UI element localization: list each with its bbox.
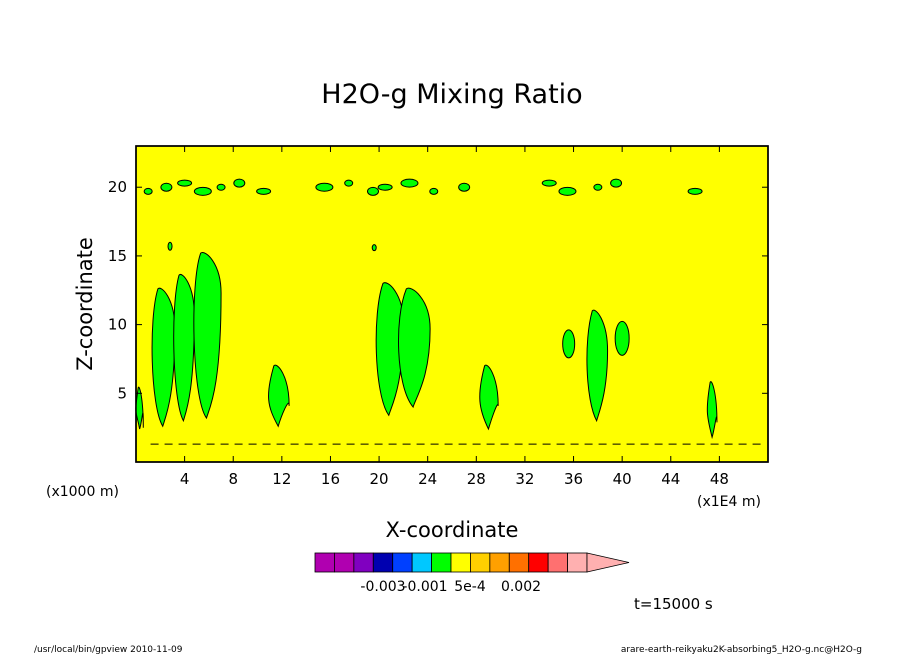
anomaly-blob [367,186,379,196]
x-tick-label: 20 [370,470,389,488]
anomaly-blob [216,183,226,191]
x-tick-label: 32 [515,470,534,488]
anomaly-blob [160,182,173,192]
anomaly-plume [193,252,222,420]
anomaly-blob [143,187,153,195]
x-unit-left: (x1000 m) [46,484,119,500]
colorbar-segment [489,552,510,573]
anomaly-plume [268,364,290,428]
x-tick-label: 40 [613,470,632,488]
x-tick-label: 8 [228,470,238,488]
colorbar-segment [450,552,471,573]
y-tick-label: 10 [108,316,127,334]
colorbar-segment [334,552,355,573]
chart-title: H2O-g Mixing Ratio [321,79,582,110]
x-axis: 4 8 12 16 20 24 28 32 36 40 44 48 [180,146,729,488]
x-unit-right: (x1E4 m) [697,494,761,510]
colorbar-segment [470,552,491,573]
colorbar-tick-label: -0.001 [402,579,447,595]
x-tick-label: 24 [418,470,437,488]
anomaly-blob [371,244,377,252]
anomaly-plume [375,282,404,417]
anomaly-blob [558,186,577,196]
footer-left: /usr/local/bin/gpview 2010-11-09 [34,645,183,654]
colorbar-arrow [586,552,630,573]
colorbar-segment [353,552,374,573]
x-axis-label: X-coordinate [386,518,519,542]
y-tick-label: 20 [108,178,127,196]
anomaly-blob [315,182,334,192]
colorbar-segment [411,552,432,573]
y-tick-label: 5 [117,384,127,402]
colorbar-segment [547,552,568,573]
anomaly-blob [562,329,576,359]
plot-area [135,145,769,463]
anomaly-blob [593,183,603,191]
x-tick-label: 28 [467,470,486,488]
anomaly-blob [167,241,173,251]
anomaly-plume [151,287,176,428]
anomaly-blob [614,320,630,356]
time-label: t=15000 s [634,595,713,613]
x-tick-label: 4 [180,470,190,488]
anomaly-blob [256,187,272,195]
anomaly-plume [397,287,431,409]
plot-frame [135,145,769,463]
anomaly-plume [586,309,609,423]
colorbar-tick-label: 0.002 [501,579,541,595]
y-axis-label: Z-coordinate [73,237,97,371]
x-tick-label: 44 [661,470,680,488]
anomaly-blob [541,179,557,187]
anomaly-plume [479,364,499,431]
colorbar-segment [392,552,413,573]
plot-background [135,145,769,463]
anomaly-blob [400,178,419,188]
colorbar-tick-label: -0.003 [360,579,405,595]
colorbar-segment [528,552,549,573]
footer-right: arare-earth-reikyaku2K-absorbing5_H2O-g.… [621,645,862,654]
anomaly-plume [706,381,718,440]
y-tick-label: 15 [108,247,127,265]
colorbar-segment [567,552,588,573]
anomaly-blob [344,179,354,187]
anomaly-blob [177,179,193,187]
colorbar-segment [372,552,394,573]
colorbar-segment [314,552,335,573]
colorbar-tick-label: 5e-4 [454,579,486,595]
y-axis: 5 10 15 20 [108,178,768,402]
anomaly-blob [687,187,703,195]
anomaly-blob [233,178,246,188]
x-tick-label: 16 [321,470,340,488]
anomaly-blob [193,186,212,196]
anomaly-blob [429,187,439,195]
x-tick-label: 12 [272,470,291,488]
anomaly-blob [610,178,623,188]
anomaly-contours [135,178,718,440]
x-tick-label: 36 [564,470,583,488]
anomaly-blob [377,183,393,191]
anomaly-blob [458,182,471,192]
colorbar-segment [431,552,452,573]
x-tick-label: 48 [710,470,729,488]
colorbar-segment [508,552,530,573]
anomaly-plume [173,273,195,423]
colorbar: -0.003-0.001 5e-4 0.002 [314,552,630,595]
